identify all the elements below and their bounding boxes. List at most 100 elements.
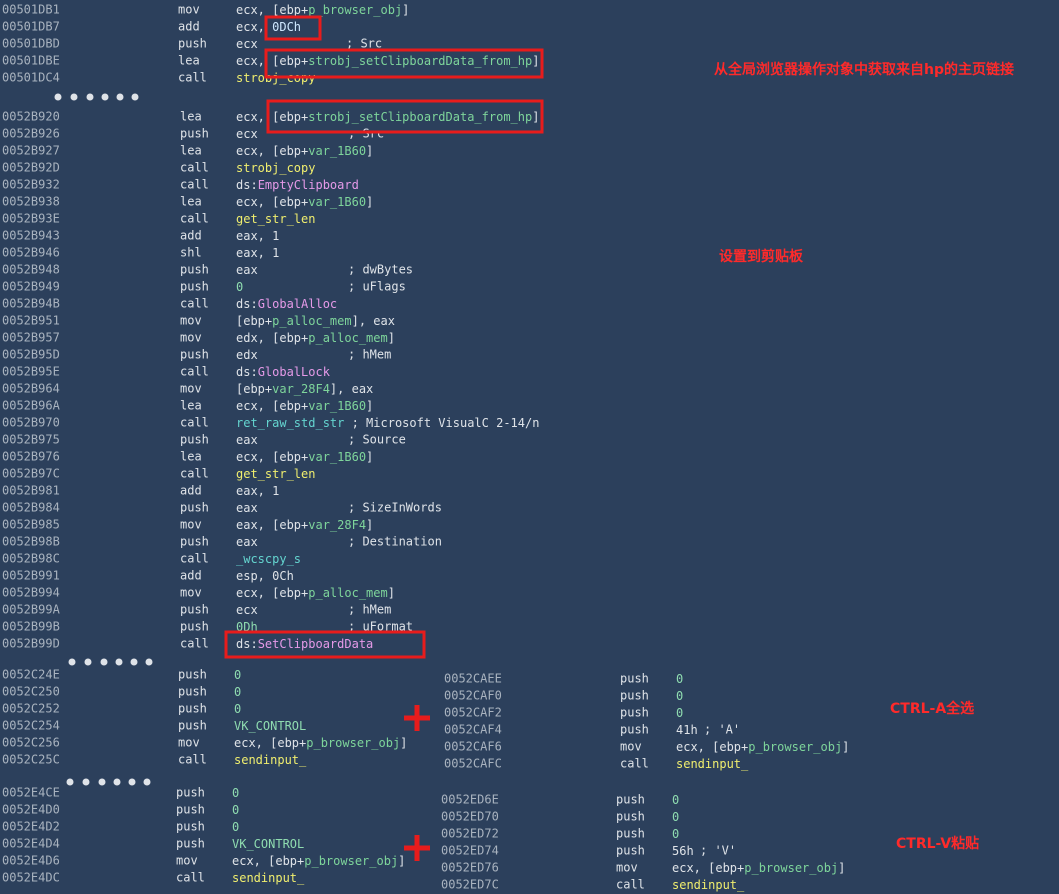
operand-part: ] bbox=[402, 3, 409, 17]
mnemonic: push bbox=[180, 127, 209, 141]
mnemonic: push bbox=[176, 803, 205, 817]
operands: ecx, 0DCh bbox=[236, 20, 301, 34]
operand-part: ecx, [ebp+ bbox=[236, 195, 308, 209]
operands: [ebp+p_alloc_mem], eax bbox=[236, 314, 395, 328]
operands: ecx, [ebp+strobj_setClipboardData_from_h… bbox=[236, 54, 539, 68]
operands: VK_CONTROL bbox=[234, 719, 306, 733]
operands: eax bbox=[236, 535, 258, 549]
address: 0052C254 bbox=[2, 719, 60, 733]
operand-part: ] bbox=[532, 54, 539, 68]
mnemonic: push bbox=[180, 501, 209, 515]
address: 0052B932 bbox=[2, 178, 60, 192]
mnemonic: lea bbox=[180, 195, 202, 209]
operand-part: 0 bbox=[672, 793, 679, 807]
operand-part: p_browser_obj bbox=[304, 854, 398, 868]
operands: _wcscpy_s bbox=[236, 552, 301, 566]
address: 0052B981 bbox=[2, 484, 60, 498]
address: 0052C252 bbox=[2, 702, 60, 716]
operands: ecx, [ebp+p_browser_obj] bbox=[676, 740, 849, 754]
operand-part: 0DCh bbox=[272, 20, 301, 34]
operands: ecx, [ebp+p_browser_obj] bbox=[234, 736, 407, 750]
operand-part: sendinput_ bbox=[676, 757, 749, 771]
address: 0052B957 bbox=[2, 331, 60, 345]
operand-part: SetClipboardData bbox=[258, 637, 374, 651]
operand-part: ecx bbox=[236, 127, 258, 141]
mnemonic: mov bbox=[180, 314, 202, 328]
comment: ; dwBytes bbox=[348, 263, 413, 277]
operands: 0 bbox=[234, 668, 241, 682]
operand-part: var_1B60 bbox=[308, 144, 366, 158]
address: 0052CAF6 bbox=[444, 740, 502, 754]
operand-part: p_alloc_mem bbox=[272, 314, 351, 328]
operand-part: p_alloc_mem bbox=[308, 331, 387, 345]
mnemonic: lea bbox=[180, 110, 202, 124]
operand-part: ecx, [ebp+ bbox=[236, 450, 308, 464]
address: 00501DBD bbox=[2, 37, 60, 51]
mnemonic: lea bbox=[180, 144, 202, 158]
operand-part: ] bbox=[838, 861, 845, 875]
address: 0052CAF0 bbox=[444, 689, 502, 703]
comment: ; Destination bbox=[348, 535, 442, 549]
operand-part: ; Microsoft VisualC 2-14/n bbox=[344, 416, 539, 430]
operand-part: ], eax bbox=[352, 314, 395, 328]
mnemonic: call bbox=[180, 178, 209, 192]
mnemonic: call bbox=[180, 552, 209, 566]
address: 0052B943 bbox=[2, 229, 60, 243]
mnemonic: call bbox=[180, 297, 209, 311]
operands: 0 bbox=[234, 685, 241, 699]
operands: ecx, [ebp+p_browser_obj] bbox=[236, 3, 409, 17]
mnemonic: push bbox=[180, 535, 209, 549]
mnemonic: push bbox=[178, 668, 207, 682]
mnemonic: push bbox=[616, 810, 645, 824]
operand-part: ds: bbox=[236, 637, 258, 651]
mnemonic: add bbox=[180, 569, 202, 583]
address: 0052B920 bbox=[2, 110, 60, 124]
operand-part: ] bbox=[400, 736, 407, 750]
operand-part: EmptyClipboard bbox=[258, 178, 359, 192]
operand-part: 0 bbox=[232, 820, 239, 834]
address: 0052B949 bbox=[2, 280, 60, 294]
operand-part: p_alloc_mem bbox=[308, 586, 387, 600]
operands: 0 bbox=[672, 793, 679, 807]
operands: ds:GlobalLock bbox=[236, 365, 331, 379]
mnemonic: mov bbox=[180, 586, 202, 600]
operands: edx bbox=[236, 348, 258, 362]
address: 0052CAF2 bbox=[444, 706, 502, 720]
operands: 0 bbox=[676, 672, 683, 686]
operand-part: ecx, [ebp+ bbox=[236, 54, 308, 68]
mnemonic: call bbox=[180, 161, 209, 175]
address: 0052E4D4 bbox=[2, 837, 60, 851]
comment: ; uFlags bbox=[348, 280, 406, 294]
mnemonic: push bbox=[620, 706, 649, 720]
operand-part: strobj_setClipboardData_from_hp bbox=[308, 54, 532, 68]
address: 0052B98C bbox=[2, 552, 60, 566]
address: 0052B975 bbox=[2, 433, 60, 447]
operand-part: ecx, [ebp+ bbox=[236, 586, 308, 600]
address: 0052B95E bbox=[2, 365, 60, 379]
operands: ds:EmptyClipboard bbox=[236, 178, 359, 192]
operand-part: sendinput_ bbox=[234, 753, 307, 767]
operands: ds:GlobalAlloc bbox=[236, 297, 337, 311]
operand-part: ] bbox=[366, 144, 373, 158]
operand-part: var_1B60 bbox=[308, 195, 366, 209]
code-block: 00501DB1 mov ecx, [ebp+p_browser_obj]00501… bbox=[2, 3, 539, 85]
operands: ecx bbox=[236, 603, 258, 617]
operand-part: 0 bbox=[234, 702, 241, 716]
operand-part: ecx, [ebp+ bbox=[236, 110, 308, 124]
operands: ecx, [ebp+p_browser_obj] bbox=[672, 861, 845, 875]
operand-part: ecx, bbox=[236, 20, 272, 34]
address: 0052B99B bbox=[2, 620, 60, 634]
operands: get_str_len bbox=[236, 212, 315, 226]
operands: ecx, [ebp+p_browser_obj] bbox=[232, 854, 405, 868]
comment: ; 'A' bbox=[704, 723, 740, 737]
address: 0052B926 bbox=[2, 127, 60, 141]
operand-part: var_28F4 bbox=[308, 518, 366, 532]
operands: VK_CONTROL bbox=[232, 837, 304, 851]
operand-part: ecx, [ebp+ bbox=[236, 399, 308, 413]
operands: ecx, [ebp+var_1B60] bbox=[236, 450, 373, 464]
operand-part: 0 bbox=[676, 689, 683, 703]
comment: ; SizeInWords bbox=[348, 501, 442, 515]
